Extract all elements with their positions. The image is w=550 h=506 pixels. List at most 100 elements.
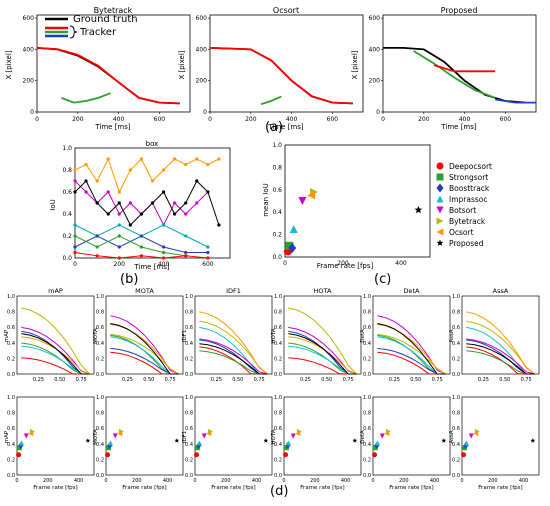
metric-scatter-x-tick-label: 400 <box>252 478 262 484</box>
metric-scatter-point <box>117 431 123 437</box>
metric-scatter-frame <box>283 396 362 476</box>
metric-scatter-ylabel: AssA <box>449 430 455 443</box>
panel-label-d: (d) <box>270 484 289 499</box>
scatter-y-tick-label: 0.2 <box>272 232 282 239</box>
scatter-x-tick-label: 0 <box>283 260 287 267</box>
metric-title: AssA <box>493 287 509 295</box>
box-point <box>117 201 121 205</box>
metric-scatter-point <box>105 452 111 458</box>
metric-series-7 <box>199 343 268 375</box>
plot-frame <box>382 14 537 113</box>
panel-title: Bytetrack <box>94 6 133 15</box>
x-tick-label: 600 <box>327 116 339 123</box>
metric-scatter-y-tick-label: 0.0 <box>185 473 193 479</box>
plot-frame <box>209 14 364 113</box>
metric-x-tick-label: 0.75 <box>165 377 176 383</box>
scatter-x-tick-label: 200 <box>337 260 349 267</box>
series-line-0 <box>209 47 353 105</box>
box-point <box>84 162 88 167</box>
metric-scatter-point <box>375 440 381 446</box>
box-point <box>73 223 77 227</box>
metric-y-tick-label: 0.0 <box>363 372 371 378</box>
metric-scatter-y-tick-label: 0.2 <box>452 457 460 463</box>
box-point <box>195 179 199 183</box>
metric-scatter-point <box>85 438 91 443</box>
metric-series-7 <box>21 333 90 375</box>
metric-y-tick-label: 0.6 <box>452 325 460 331</box>
box-chart: box IoU Time [ms] <box>49 140 231 271</box>
metric-scatter-y-tick-label: 0.6 <box>96 426 104 432</box>
box-point <box>139 212 144 216</box>
y-tick-label: 400 <box>196 46 208 53</box>
plot-frame <box>284 144 431 258</box>
x-tick-label: 400 <box>286 116 298 123</box>
legend-label-bytetrack: Bytetrack <box>449 217 486 226</box>
scatter-c: mean IoU Frame rate [fps] <box>262 144 431 270</box>
metric-x-tick-label: 0.75 <box>432 377 443 383</box>
x-tick-label: 0 <box>208 116 212 123</box>
metric-scatter-x-tick-label: 400 <box>163 478 173 484</box>
scatter-xlabel: Frame rate [fps] <box>317 262 374 270</box>
metric-scatter-point <box>194 452 200 458</box>
metric-series-5 <box>466 320 536 375</box>
metric-frame <box>461 295 540 375</box>
box-point <box>184 162 188 167</box>
scatter-point-botsort <box>298 197 307 205</box>
metric-scatter-x-tick-label: 200 <box>43 478 53 484</box>
metric-scatter-point <box>286 440 292 446</box>
metric-x-tick-label: 0.75 <box>76 377 87 383</box>
metric-scatter-y-tick-label: 0.8 <box>274 411 282 417</box>
metric-y-tick-label: 0.4 <box>363 341 371 347</box>
metric-scatter-xlabel: Frame rate [fps] <box>300 485 344 491</box>
metric-x-tick-label: 0.25 <box>211 377 222 383</box>
metric-scatter-point <box>468 433 474 439</box>
metric-scatter-point <box>105 445 111 451</box>
y-tick-label: 0 <box>376 109 380 116</box>
metric-scatter-y-tick-label: 1.0 <box>96 395 104 401</box>
metric-title: mAP <box>48 287 63 295</box>
metric-scatter-frame <box>461 396 540 476</box>
scatter-ylabel: mean IoU <box>262 183 270 217</box>
metric-scatter-point <box>174 438 180 443</box>
metric-scatter-x-tick-label: 400 <box>341 478 351 484</box>
metric-ylabel: AssA <box>449 329 455 342</box>
box-point <box>173 201 177 205</box>
metric-series-7 <box>288 333 357 375</box>
plot-frame <box>74 147 231 259</box>
panel-label-a: (a) <box>265 120 284 135</box>
metric-ylabel: IDF1 <box>182 330 188 343</box>
metric-scatter-y-tick-label: 0.8 <box>452 411 460 417</box>
box-point <box>173 212 177 216</box>
series-line-2 <box>260 95 282 106</box>
metric-y-tick-label: 0.0 <box>452 372 460 378</box>
y-tick-label: 200 <box>196 78 208 85</box>
metric-x-tick-label: 0.75 <box>343 377 354 383</box>
metric-scatter-point <box>461 445 467 451</box>
y-tick-label: 200 <box>369 78 381 85</box>
box-point <box>117 190 121 194</box>
metric-scatter-xlabel: Frame rate [fps] <box>389 485 433 491</box>
metric-scatter-x-tick-label: 200 <box>221 478 231 484</box>
metric-x-tick-label: 0.50 <box>499 377 510 383</box>
metric-scatter-point <box>108 440 114 446</box>
series-line-1 <box>36 47 180 105</box>
metric-y-tick-label: 0.8 <box>452 310 460 316</box>
metric-scatter-point <box>461 452 467 458</box>
metric-series-2 <box>110 347 179 375</box>
scatter-y-tick-label: 0.4 <box>272 209 282 216</box>
metric-title: DetA <box>404 287 421 295</box>
box-point <box>95 179 99 183</box>
legend-marker-proposed <box>436 239 444 246</box>
legend-marker-strongsort <box>436 173 444 181</box>
series-line-0 <box>36 47 180 105</box>
metric-series-6 <box>466 311 535 375</box>
box-point <box>73 190 77 194</box>
ylabel-top-2: X [pixel] <box>178 50 186 79</box>
metric-x-tick-label: 0.25 <box>122 377 133 383</box>
metric-series-2 <box>377 347 446 375</box>
x-tick-label: 0 <box>35 116 39 123</box>
legend: Ground truth Tracker <box>45 14 138 39</box>
metric-scatter-point <box>16 445 22 451</box>
box-point <box>184 201 188 205</box>
series-line-1 <box>413 50 496 99</box>
